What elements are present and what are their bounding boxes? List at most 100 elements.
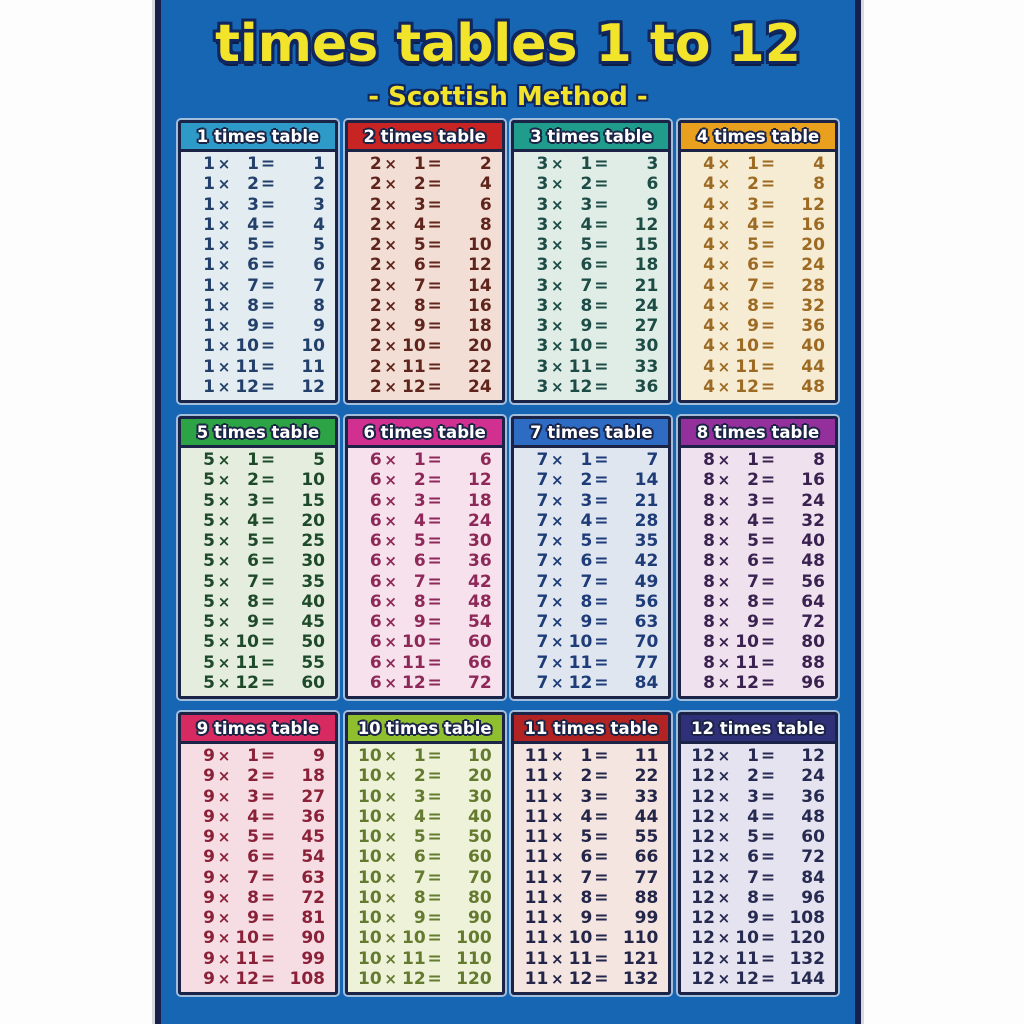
equals-sign: = <box>427 968 442 989</box>
times-sign: × <box>384 592 397 611</box>
equation-row: 6 × 10 = 60 <box>356 632 494 652</box>
equals-sign: = <box>760 275 776 296</box>
multiplier: 1 <box>747 746 759 767</box>
equation-row: 7 × 11 = 77 <box>522 653 660 673</box>
multiplicand: 8 <box>703 551 715 572</box>
equation-row: 5 × 10 = 50 <box>189 632 327 652</box>
equation-row: 5 × 1 = 5 <box>189 450 327 470</box>
times-sign: × <box>384 848 397 867</box>
times-sign: × <box>551 195 564 214</box>
equation-row: 7 × 10 = 70 <box>522 632 660 652</box>
product: 7 <box>646 450 659 471</box>
product: 18 <box>301 766 325 787</box>
multiplicand: 4 <box>703 376 715 397</box>
equation-row: 11 × 7 = 77 <box>522 868 660 888</box>
equals-sign: = <box>260 632 276 653</box>
multiplicand: 8 <box>703 652 715 673</box>
multiplicand: 6 <box>369 551 382 572</box>
equals-sign: = <box>594 867 609 888</box>
multiplicand: 4 <box>703 255 715 276</box>
equals-sign: = <box>594 672 609 693</box>
times-sign: × <box>384 653 397 672</box>
product: 28 <box>801 275 825 296</box>
times-sign: × <box>717 552 731 571</box>
product: 6 <box>313 255 325 276</box>
multiplier: 8 <box>247 591 259 612</box>
equals-sign: = <box>760 968 776 989</box>
product: 100 <box>456 928 492 949</box>
equals-sign: = <box>760 450 776 471</box>
times-sign: × <box>384 357 397 376</box>
equals-sign: = <box>260 275 276 296</box>
product: 49 <box>634 571 659 592</box>
multiplier: 5 <box>580 531 593 552</box>
equation-row: 12 × 6 = 72 <box>689 847 827 867</box>
product: 120 <box>789 928 825 949</box>
times-sign: × <box>551 215 564 234</box>
multiplicand: 1 <box>203 214 215 235</box>
equation-row: 3 × 12 = 36 <box>522 377 660 397</box>
equals-sign: = <box>427 652 442 673</box>
multiplicand: 12 <box>691 948 715 969</box>
equation-row: 10 × 1 = 10 <box>356 746 494 766</box>
multiplier: 10 <box>401 632 426 653</box>
times-sign: × <box>717 175 731 194</box>
times-sign: × <box>551 868 564 887</box>
multiplicand: 6 <box>369 612 382 633</box>
equals-sign: = <box>760 928 776 949</box>
equation-row: 11 × 2 = 22 <box>522 766 660 786</box>
multiplier: 11 <box>568 948 593 969</box>
equation-row: 1 × 12 = 12 <box>189 377 327 397</box>
multiplicand: 6 <box>369 672 382 693</box>
times-sign: × <box>217 215 231 234</box>
multiplier: 1 <box>247 450 259 471</box>
equals-sign: = <box>260 766 276 787</box>
multiplicand: 3 <box>536 154 549 175</box>
equals-sign: = <box>594 235 609 256</box>
equation-row: 3 × 10 = 30 <box>522 336 660 356</box>
equation-row: 3 × 8 = 24 <box>522 296 660 316</box>
multiplicand: 5 <box>203 652 215 673</box>
equals-sign: = <box>760 632 776 653</box>
product: 4 <box>313 214 325 235</box>
multiplicand: 7 <box>536 672 549 693</box>
equation-row: 4 × 11 = 44 <box>689 357 827 377</box>
multiplicand: 9 <box>203 867 215 888</box>
multiplier: 6 <box>413 255 426 276</box>
multiplicand: 1 <box>203 336 215 357</box>
multiplier: 2 <box>580 470 593 491</box>
multiplier: 9 <box>247 316 259 337</box>
multiplicand: 6 <box>369 510 382 531</box>
equation-row: 12 × 9 = 108 <box>689 908 827 928</box>
product: 70 <box>467 867 492 888</box>
equals-sign: = <box>594 908 609 929</box>
times-sign: × <box>384 175 397 194</box>
multiplicand: 10 <box>357 746 382 767</box>
multiplicand: 9 <box>203 948 215 969</box>
multiplier: 10 <box>735 336 759 357</box>
equals-sign: = <box>760 470 776 491</box>
equation-row: 5 × 5 = 25 <box>189 531 327 551</box>
equation-row: 7 × 1 = 7 <box>522 450 660 470</box>
equation-row: 4 × 7 = 28 <box>689 276 827 296</box>
multiplicand: 9 <box>203 827 215 848</box>
equation-row: 8 × 1 = 8 <box>689 450 827 470</box>
multiplier: 8 <box>580 591 593 612</box>
product: 8 <box>479 214 492 235</box>
times-sign: × <box>384 787 397 806</box>
multiplier: 8 <box>413 591 426 612</box>
times-sign: × <box>551 471 564 490</box>
multiplicand: 4 <box>703 336 715 357</box>
times-sign: × <box>717 969 731 988</box>
times-sign: × <box>551 929 564 948</box>
multiplier: 6 <box>747 255 759 276</box>
equation-row: 9 × 8 = 72 <box>189 888 327 908</box>
equals-sign: = <box>760 214 776 235</box>
multiplicand: 7 <box>536 571 549 592</box>
multiplicand: 9 <box>203 887 215 908</box>
equation-row: 5 × 4 = 20 <box>189 511 327 531</box>
multiplicand: 4 <box>703 275 715 296</box>
multiplier: 3 <box>247 786 259 807</box>
equals-sign: = <box>260 847 276 868</box>
